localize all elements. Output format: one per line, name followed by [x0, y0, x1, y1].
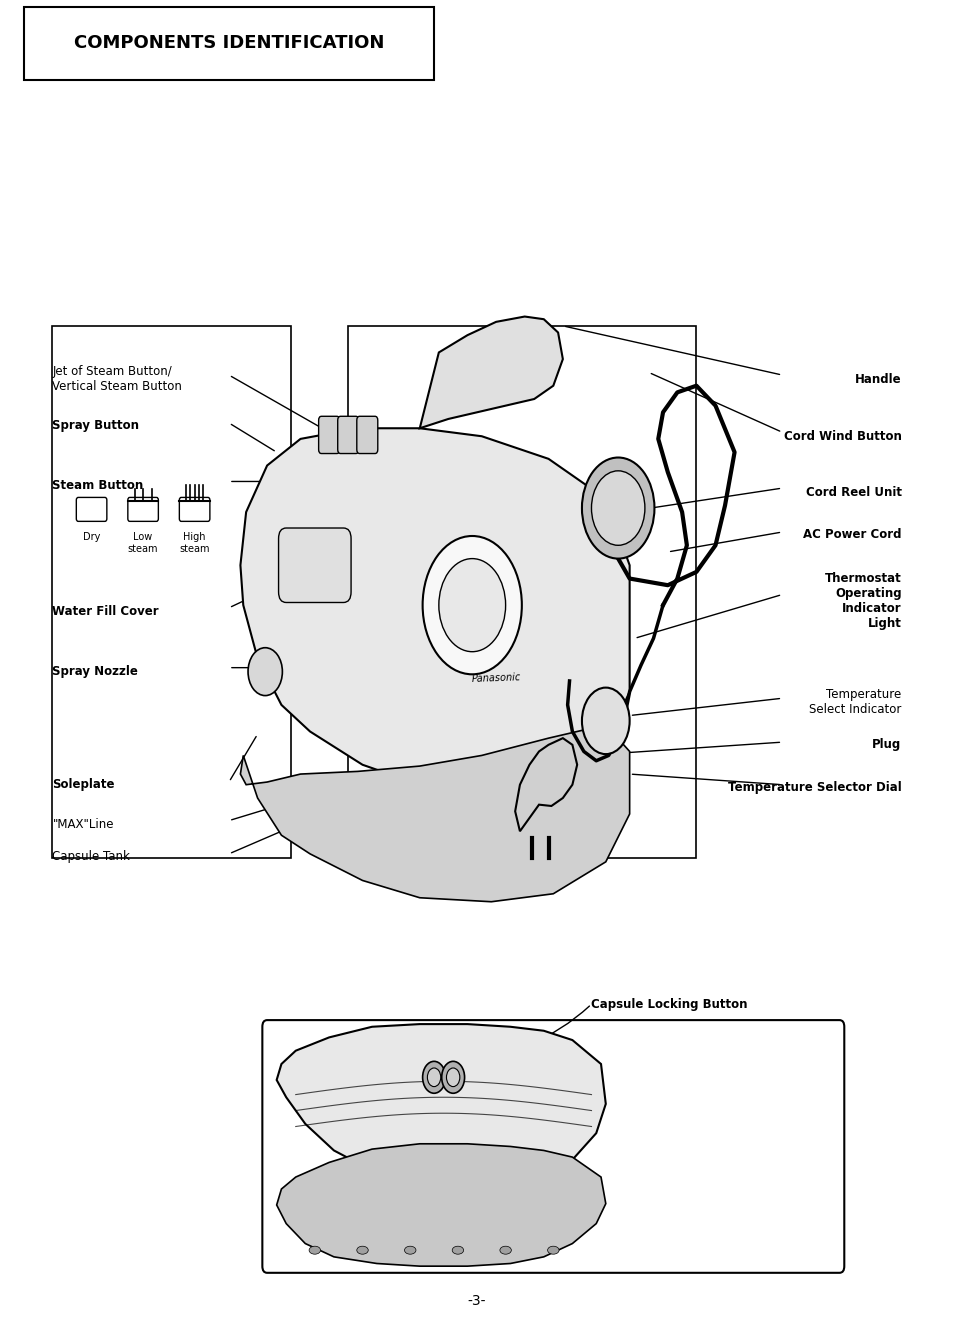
Circle shape: [446, 1068, 459, 1087]
Ellipse shape: [309, 1246, 320, 1254]
Text: "MAX"Line: "MAX"Line: [52, 818, 113, 831]
Text: Handle: Handle: [854, 372, 901, 386]
Circle shape: [441, 1061, 464, 1093]
Text: Cord Wind Button: Cord Wind Button: [782, 430, 901, 443]
Bar: [348, 326, 696, 858]
Ellipse shape: [404, 1246, 416, 1254]
Circle shape: [591, 471, 644, 545]
Circle shape: [422, 1061, 445, 1093]
Text: AC Power Cord: AC Power Cord: [802, 528, 901, 541]
Text: Capsule Tank: Capsule Tank: [52, 850, 131, 863]
Text: Spray Nozzle: Spray Nozzle: [52, 665, 138, 678]
FancyBboxPatch shape: [337, 416, 358, 454]
Text: -3-: -3-: [467, 1294, 486, 1307]
FancyBboxPatch shape: [128, 497, 158, 521]
FancyBboxPatch shape: [24, 7, 434, 80]
Text: Temperature Selector Dial: Temperature Selector Dial: [727, 781, 901, 794]
FancyBboxPatch shape: [76, 497, 107, 521]
Ellipse shape: [499, 1246, 511, 1254]
Polygon shape: [515, 738, 577, 831]
Text: Low
steam: Low steam: [128, 532, 158, 553]
Circle shape: [248, 648, 282, 696]
Circle shape: [581, 688, 629, 754]
Text: Plug: Plug: [871, 738, 901, 751]
Bar: [52, 326, 291, 858]
FancyBboxPatch shape: [356, 416, 377, 454]
FancyBboxPatch shape: [179, 497, 210, 521]
Polygon shape: [276, 1024, 605, 1190]
Text: High
steam: High steam: [179, 532, 210, 553]
FancyBboxPatch shape: [278, 528, 351, 602]
FancyBboxPatch shape: [318, 416, 339, 454]
FancyBboxPatch shape: [262, 1020, 843, 1273]
Text: Dry: Dry: [83, 532, 100, 543]
Polygon shape: [240, 428, 629, 791]
Text: Temperature
Select Indicator: Temperature Select Indicator: [808, 688, 901, 717]
Ellipse shape: [452, 1246, 463, 1254]
Ellipse shape: [547, 1246, 558, 1254]
Text: Jet of Steam Button/
Vertical Steam Button: Jet of Steam Button/ Vertical Steam Butt…: [52, 364, 182, 394]
Text: Spray Button: Spray Button: [52, 419, 139, 432]
Text: Steam Button: Steam Button: [52, 479, 144, 492]
Text: Capsule Locking Button: Capsule Locking Button: [591, 998, 747, 1011]
Text: Cord Reel Unit: Cord Reel Unit: [804, 485, 901, 499]
Text: Panasonic: Panasonic: [471, 673, 520, 684]
Circle shape: [581, 458, 654, 559]
Text: Water Fill Cover: Water Fill Cover: [52, 605, 159, 618]
Text: Soleplate: Soleplate: [52, 778, 115, 791]
Ellipse shape: [356, 1246, 368, 1254]
Circle shape: [427, 1068, 440, 1087]
Polygon shape: [276, 1144, 605, 1266]
Polygon shape: [419, 317, 562, 428]
Text: Thermostat
Operating
Indicator
Light: Thermostat Operating Indicator Light: [824, 572, 901, 630]
Circle shape: [438, 559, 505, 652]
Text: COMPONENTS IDENTIFICATION: COMPONENTS IDENTIFICATION: [73, 35, 384, 52]
Polygon shape: [240, 725, 629, 902]
Circle shape: [422, 536, 521, 674]
